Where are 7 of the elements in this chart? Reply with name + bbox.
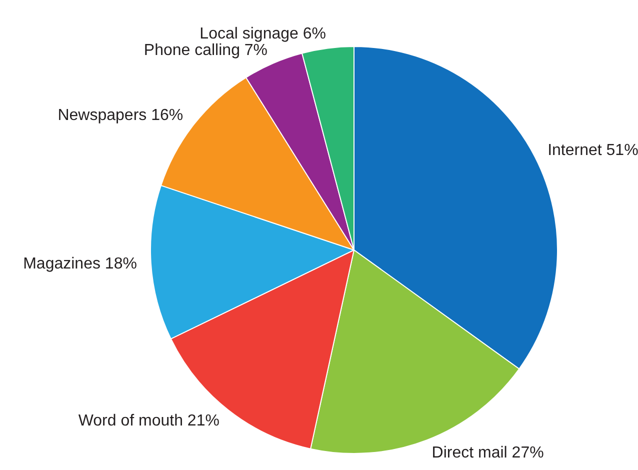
slice-label: Magazines 18%	[23, 255, 137, 272]
slice-label: Word of mouth 21%	[78, 412, 220, 430]
slice-label: Internet 51%	[548, 142, 638, 160]
slice-label: Local signage 6%	[200, 26, 326, 43]
slice-label: Phone calling 7%	[144, 42, 268, 59]
slice-label: Direct mail 27%	[432, 444, 544, 462]
slice-label: Newspapers 16%	[58, 106, 184, 124]
